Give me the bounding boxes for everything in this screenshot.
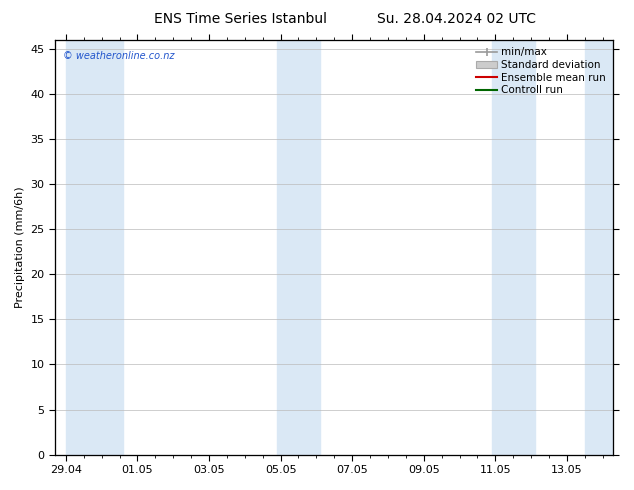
Bar <box>277 40 299 455</box>
Text: ENS Time Series Istanbul: ENS Time Series Istanbul <box>155 12 327 26</box>
Text: Su. 28.04.2024 02 UTC: Su. 28.04.2024 02 UTC <box>377 12 536 26</box>
Legend: min/max, Standard deviation, Ensemble mean run, Controll run: min/max, Standard deviation, Ensemble me… <box>474 46 608 98</box>
Bar <box>585 40 614 455</box>
Y-axis label: Precipitation (mm/6h): Precipitation (mm/6h) <box>15 187 25 308</box>
Bar <box>514 40 534 455</box>
Text: © weatheronline.co.nz: © weatheronline.co.nz <box>63 50 175 61</box>
Bar <box>299 40 320 455</box>
Bar <box>66 40 123 455</box>
Bar <box>492 40 514 455</box>
